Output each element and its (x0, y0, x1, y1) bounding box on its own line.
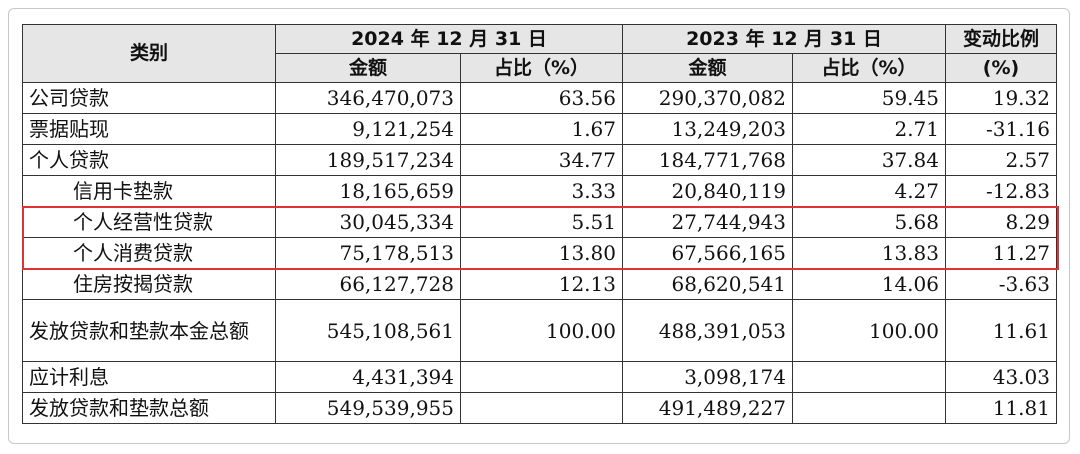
table-row: 信用卡垫款 18,165,659 3.33 20,840,119 4.27 -1… (22, 175, 1057, 207)
row-label: 公司贷款 (22, 82, 276, 114)
change-pct: 11.27 (945, 237, 1057, 269)
amount-2024: 4,431,394 (275, 361, 461, 393)
share-2024: 5.51 (460, 206, 623, 238)
header-period-2024: 2024 年 12 月 31 日 (275, 24, 623, 54)
row-label: 票据贴现 (22, 113, 276, 145)
share-2023: 13.83 (792, 237, 946, 269)
change-pct: 19.32 (945, 82, 1057, 114)
share-2023: 37.84 (792, 144, 946, 176)
change-pct: -3.63 (945, 268, 1057, 300)
amount-2023: 67,566,165 (622, 237, 793, 269)
loan-composition-table: 类别 2024 年 12 月 31 日 2023 年 12 月 31 日 变动比… (22, 24, 1057, 424)
row-label: 发放贷款和垫款本金总额 (22, 299, 276, 362)
row-label: 个人经营性贷款 (22, 206, 276, 238)
header-change-unit: (%) (945, 53, 1057, 83)
share-2023: 5.68 (792, 206, 946, 238)
table-row: 公司贷款 346,470,073 63.56 290,370,082 59.45… (22, 82, 1057, 114)
amount-2024: 189,517,234 (275, 144, 461, 176)
change-pct: -31.16 (945, 113, 1057, 145)
row-label: 应计利息 (22, 361, 276, 393)
amount-2024: 9,121,254 (275, 113, 461, 145)
row-label: 个人贷款 (22, 144, 276, 176)
share-2024 (460, 392, 623, 424)
amount-2024: 545,108,561 (275, 299, 461, 362)
table-row: 发放贷款和垫款本金总额 545,108,561 100.00 488,391,0… (22, 299, 1057, 362)
amount-2023: 290,370,082 (622, 82, 793, 114)
share-2024: 1.67 (460, 113, 623, 145)
share-2023 (792, 392, 946, 424)
header-period-2023: 2023 年 12 月 31 日 (622, 24, 946, 54)
amount-2024: 30,045,334 (275, 206, 461, 238)
change-pct: -12.83 (945, 175, 1057, 207)
amount-2024: 549,539,955 (275, 392, 461, 424)
share-2023: 14.06 (792, 268, 946, 300)
row-label: 发放贷款和垫款总额 (22, 392, 276, 424)
amount-2023: 3,098,174 (622, 361, 793, 393)
amount-2023: 184,771,768 (622, 144, 793, 176)
share-2024: 13.80 (460, 237, 623, 269)
amount-2024: 18,165,659 (275, 175, 461, 207)
change-pct: 11.61 (945, 299, 1057, 362)
header-amount-2024: 金额 (275, 53, 461, 83)
table-row: 应计利息 4,431,394 3,098,174 43.03 (22, 361, 1057, 393)
share-2023: 100.00 (792, 299, 946, 362)
share-2024: 12.13 (460, 268, 623, 300)
share-2024: 100.00 (460, 299, 623, 362)
amount-2024: 75,178,513 (275, 237, 461, 269)
table-row: 个人消费贷款 75,178,513 13.80 67,566,165 13.83… (22, 237, 1057, 269)
amount-2023: 27,744,943 (622, 206, 793, 238)
table-row: 发放贷款和垫款总额 549,539,955 491,489,227 11.81 (22, 392, 1057, 424)
share-2024: 34.77 (460, 144, 623, 176)
share-2023: 59.45 (792, 82, 946, 114)
amount-2024: 346,470,073 (275, 82, 461, 114)
share-2023 (792, 361, 946, 393)
table-row: 住房按揭贷款 66,127,728 12.13 68,620,541 14.06… (22, 268, 1057, 300)
header-share-2023: 占比（%） (792, 53, 946, 83)
table-row: 个人贷款 189,517,234 34.77 184,771,768 37.84… (22, 144, 1057, 176)
change-pct: 2.57 (945, 144, 1057, 176)
header-amount-2023: 金额 (622, 53, 793, 83)
share-2024 (460, 361, 623, 393)
header-change-ratio: 变动比例 (945, 24, 1057, 54)
table-row: 票据贴现 9,121,254 1.67 13,249,203 2.71 -31.… (22, 113, 1057, 145)
share-2023: 2.71 (792, 113, 946, 145)
share-2023: 4.27 (792, 175, 946, 207)
row-label: 个人消费贷款 (22, 237, 276, 269)
amount-2023: 20,840,119 (622, 175, 793, 207)
row-label: 住房按揭贷款 (22, 268, 276, 300)
amount-2023: 68,620,541 (622, 268, 793, 300)
change-pct: 11.81 (945, 392, 1057, 424)
header-category: 类别 (22, 24, 276, 83)
share-2024: 3.33 (460, 175, 623, 207)
table-row: 个人经营性贷款 30,045,334 5.51 27,744,943 5.68 … (22, 206, 1057, 238)
share-2024: 63.56 (460, 82, 623, 114)
change-pct: 8.29 (945, 206, 1057, 238)
row-label: 信用卡垫款 (22, 175, 276, 207)
screenshot-frame (8, 8, 1070, 444)
change-pct: 43.03 (945, 361, 1057, 393)
amount-2023: 488,391,053 (622, 299, 793, 362)
amount-2023: 491,489,227 (622, 392, 793, 424)
header-share-2024: 占比（%） (460, 53, 623, 83)
amount-2023: 13,249,203 (622, 113, 793, 145)
amount-2024: 66,127,728 (275, 268, 461, 300)
